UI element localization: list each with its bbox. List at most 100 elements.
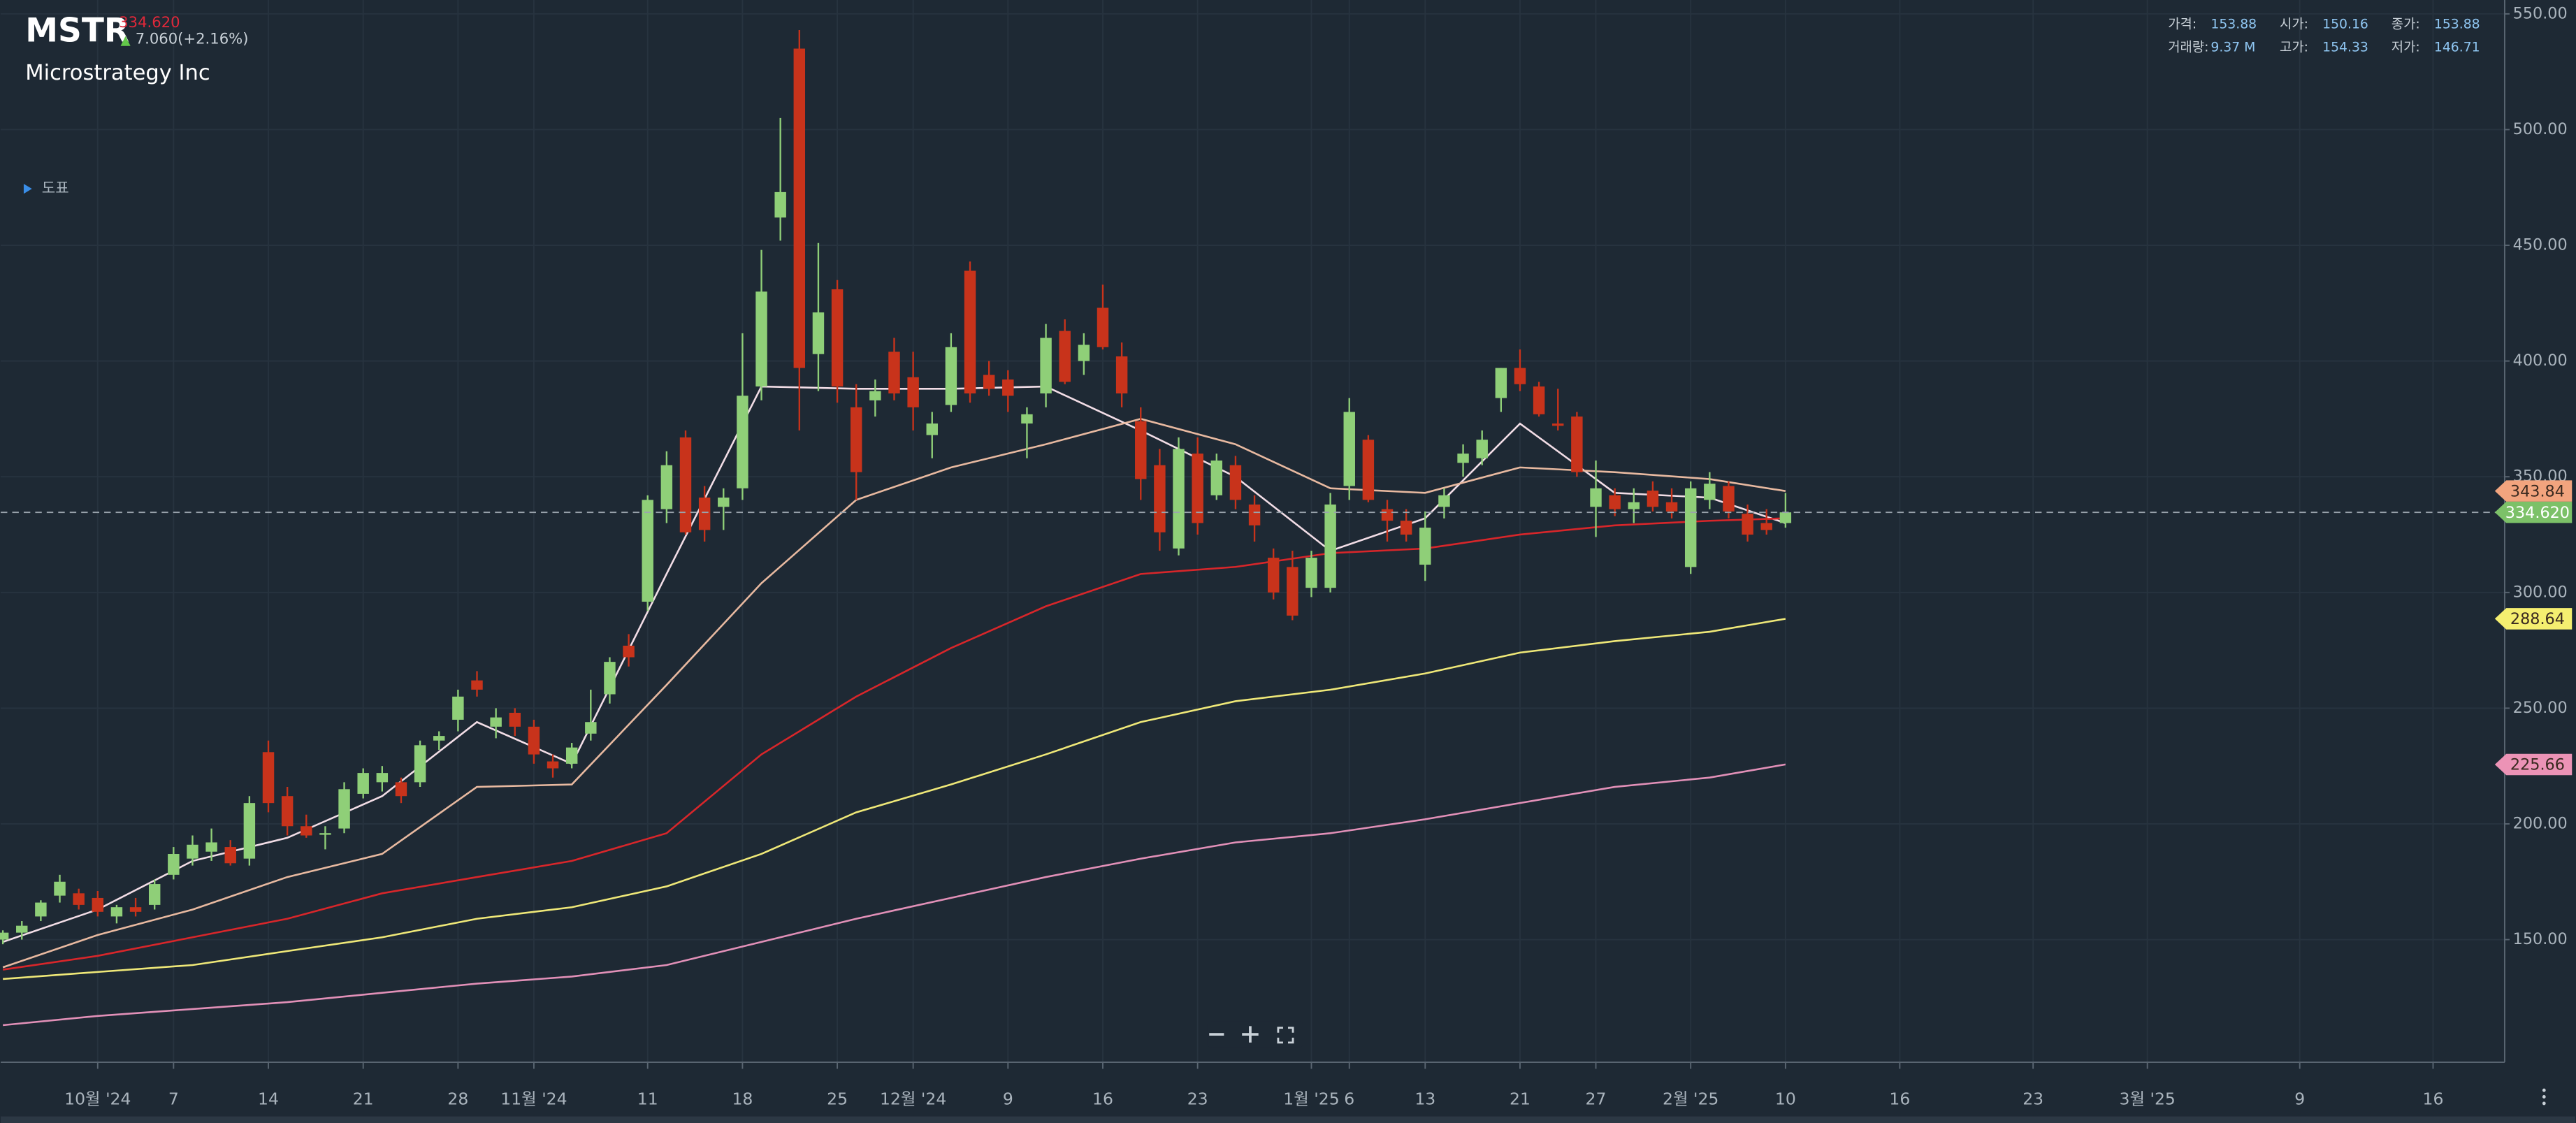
fullscreen[interactable] <box>1277 1027 1294 1044</box>
candle-body <box>1059 331 1071 382</box>
candle-body <box>907 377 919 407</box>
candle-body <box>869 391 881 400</box>
x-tick-label: 10월 '24 <box>64 1089 131 1109</box>
symbol: MSTR <box>25 11 129 50</box>
x-tick-label: 2월 '25 <box>1663 1089 1718 1109</box>
price-tag-label: 334.620 <box>2505 504 2570 522</box>
info-label: 거래량: <box>2168 40 2208 55</box>
candle-body <box>1115 356 1128 393</box>
indicator-toggle[interactable]: 도표 <box>42 179 69 196</box>
moving-average-line <box>3 618 1786 980</box>
moving-average-line <box>2 417 1786 969</box>
candle-body <box>604 662 616 695</box>
x-tick-label: 10 <box>1775 1089 1796 1109</box>
zoom-controls <box>1207 1021 1303 1048</box>
candle-body <box>983 375 995 389</box>
candle-body <box>1495 368 1507 398</box>
x-tick-label: 23 <box>1187 1089 1208 1109</box>
candle-body <box>54 881 66 896</box>
candle-body <box>774 191 786 218</box>
x-tick-label: 1월 '25 <box>1283 1089 1339 1109</box>
candle-body <box>73 893 85 905</box>
info-value: 153.88 <box>2434 17 2480 32</box>
x-tick-label: 16 <box>2423 1089 2444 1109</box>
candle-body <box>1552 423 1564 426</box>
candle-body <box>831 289 844 387</box>
y-tick-label: 550.00 <box>2513 4 2568 22</box>
info-label: 가격: <box>2168 17 2197 32</box>
candle-body <box>547 761 559 769</box>
candle-body <box>1779 512 1792 523</box>
price-change: 7.060(+2.16%) <box>136 29 249 47</box>
y-tick-label: 200.00 <box>2513 814 2568 832</box>
candle-body <box>793 48 806 368</box>
y-tick-label: 300.00 <box>2513 583 2568 601</box>
candle-body <box>1723 486 1735 512</box>
zoom-in[interactable] <box>1242 1026 1259 1043</box>
info-value: 146.71 <box>2434 41 2480 55</box>
x-tick-label: 11월 '24 <box>500 1089 567 1109</box>
candle-body <box>1021 414 1033 424</box>
y-tick-label: 400.00 <box>2513 352 2568 370</box>
x-tick-label: 12월 '24 <box>880 1089 946 1109</box>
x-tick-label: 14 <box>258 1089 279 1109</box>
candle-body <box>1609 495 1621 509</box>
candle-body <box>1210 461 1223 495</box>
x-tick-label: 23 <box>2023 1089 2043 1109</box>
x-tick-label: 9 <box>1003 1089 1013 1109</box>
candle-body <box>1248 504 1261 526</box>
candle-body <box>888 352 900 393</box>
candle-body <box>1742 514 1753 535</box>
candle-body <box>187 844 198 859</box>
candle-body <box>1362 440 1375 500</box>
candle-body <box>565 747 578 764</box>
candle-body <box>1229 465 1242 500</box>
last-price: 334.620 <box>119 13 180 31</box>
candle-body <box>1287 567 1298 616</box>
candle-body <box>698 498 711 530</box>
candle-body <box>1400 521 1412 535</box>
x-tick-label: 16 <box>1092 1089 1113 1109</box>
candle-body <box>1533 386 1545 414</box>
price-tag <box>2494 608 2573 630</box>
price-tag-label: 288.64 <box>2510 610 2565 628</box>
candle-body <box>1040 338 1052 393</box>
x-tick-label: 11 <box>637 1089 658 1109</box>
candle-body <box>1381 509 1394 521</box>
x-tick-label: 3월 '25 <box>2120 1089 2176 1109</box>
candle-body <box>1267 558 1280 593</box>
y-tick-label: 250.00 <box>2513 699 2568 717</box>
candle-body <box>1571 416 1583 472</box>
x-tick-label: 13 <box>1414 1089 1435 1109</box>
candle-body <box>301 826 312 836</box>
x-tick-label: 21 <box>1510 1089 1531 1109</box>
candle-body <box>471 680 483 690</box>
candle-body <box>490 717 502 727</box>
x-tick-label: 16 <box>1889 1089 1910 1109</box>
x-tick-label: 6 <box>1344 1089 1354 1109</box>
toggle-arrow[interactable] <box>23 184 32 194</box>
candle-body <box>1154 465 1166 532</box>
up-arrow <box>120 36 131 46</box>
candle-body <box>528 726 540 755</box>
x-tick-label: 25 <box>827 1089 848 1109</box>
candle-body <box>1684 488 1697 567</box>
x-tick-label: 7 <box>168 1089 179 1109</box>
candle-body <box>812 312 825 354</box>
candle-body <box>262 752 275 804</box>
candle-body <box>1457 454 1469 463</box>
bottom-strip <box>1 1116 2575 1123</box>
info-value: 9.37 M <box>2210 41 2255 55</box>
x-tick-label: 9 <box>2294 1089 2305 1109</box>
candle-body <box>623 645 635 658</box>
candle-body <box>1647 491 1659 507</box>
candle-body <box>168 854 180 875</box>
y-tick-label: 450.00 <box>2513 236 2568 254</box>
candle-body <box>414 745 426 783</box>
info-label: 시가: <box>2280 17 2308 32</box>
info-value: 150.16 <box>2322 17 2368 32</box>
candle-body <box>964 270 976 393</box>
